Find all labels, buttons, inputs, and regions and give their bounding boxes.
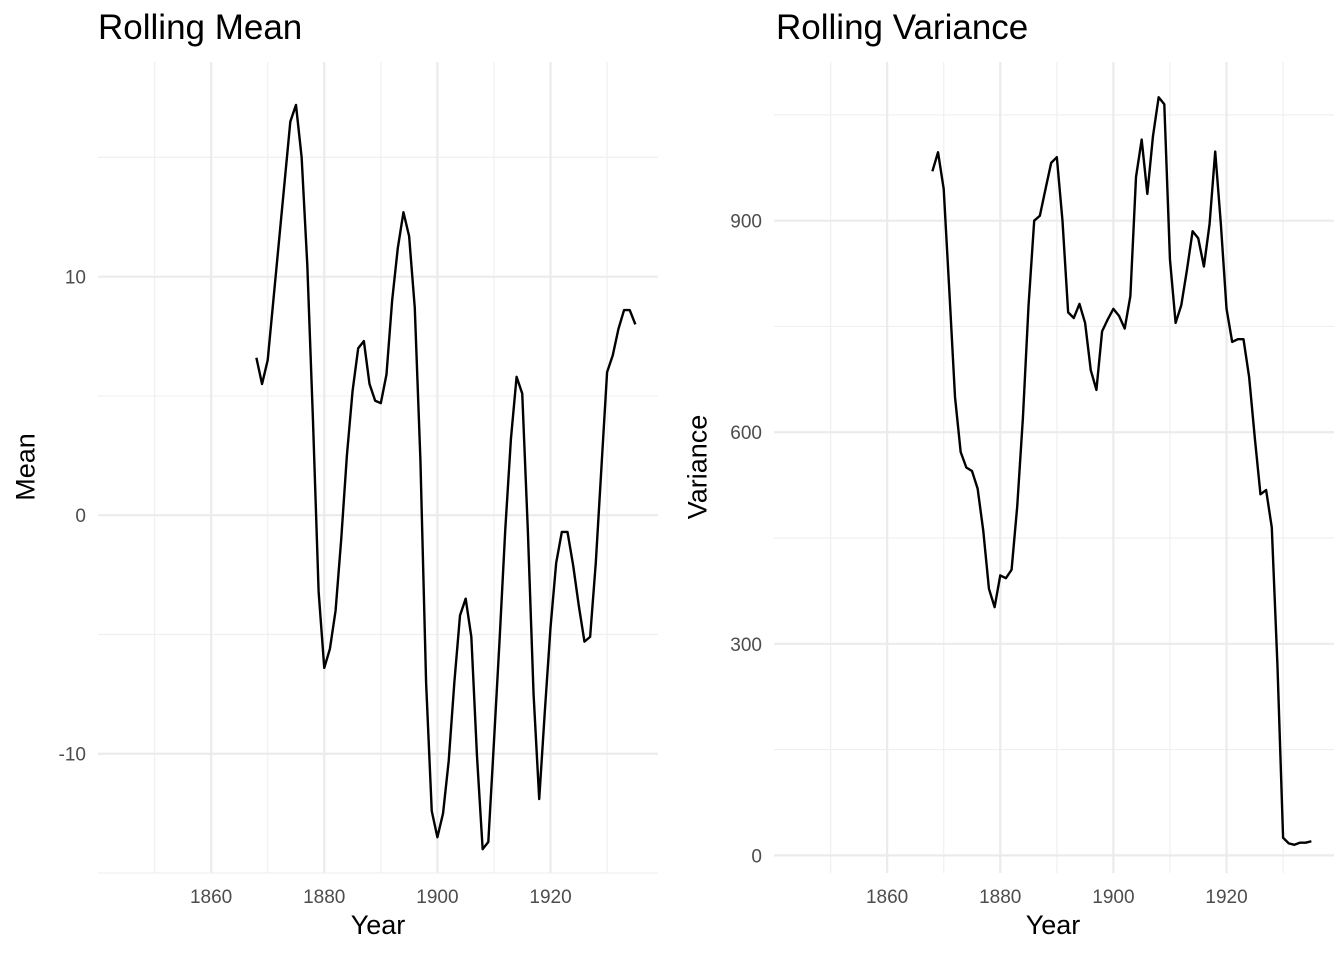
series-line: [931, 96, 1312, 846]
rolling-mean-panel: Rolling Mean Mean Year 1860 1880 1900 1920-…: [11, 8, 658, 940]
x-tick-label: 1880: [979, 887, 1021, 908]
rolling-mean-plot: 1860 1880 1900 1920 -10 0 10: [59, 62, 658, 908]
x-tick-label: 1900: [416, 887, 458, 908]
y-tick-label: 10: [65, 268, 86, 289]
series-line: [255, 103, 637, 851]
x-tick-label: 1880: [303, 887, 345, 908]
x-tick-label: 1900: [1092, 887, 1134, 908]
x-tick-label: 1920: [1205, 887, 1247, 908]
y-tick-label: -10: [59, 745, 86, 766]
x-axis-label: Year: [350, 910, 406, 940]
y-tick-label: 0: [751, 846, 762, 867]
rolling-variance-plot: 1860 1880 1900 1920 0 300 600 900: [730, 62, 1334, 908]
x-axis-label: Year: [1025, 910, 1081, 940]
chart-title: Rolling Variance: [776, 8, 1029, 47]
x-tick-label: 1860: [866, 887, 908, 908]
y-tick-label: 300: [730, 635, 762, 656]
rolling-variance-panel: Rolling Variance Variance Year 1860 1880 1…: [672, 0, 1344, 960]
x-tick-label: 1860: [190, 887, 232, 908]
x-tick-label: 1920: [529, 887, 571, 908]
y-tick-label: 900: [730, 212, 762, 233]
y-tick-label: 0: [75, 506, 86, 527]
y-tick-label: 600: [730, 423, 762, 444]
chart-title: Rolling Mean: [98, 8, 303, 47]
